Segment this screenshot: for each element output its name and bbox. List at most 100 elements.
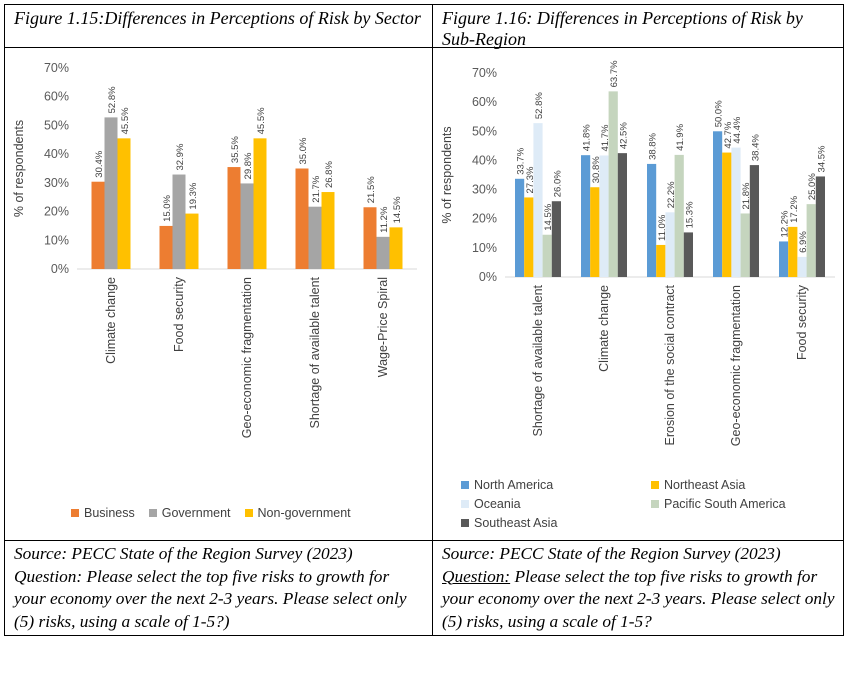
- left-figure-caption: Figure 1.15:Differences in Perceptions o…: [14, 8, 421, 28]
- subregion-chart-legend: North America Northeast Asia Oceania Pacifi…: [433, 475, 841, 532]
- bar-subregion-2-0: [647, 163, 657, 277]
- data-label: 63.7%: [609, 60, 620, 87]
- bar-subregion-3-0: [713, 131, 723, 277]
- data-label: 11.0%: [657, 214, 668, 241]
- y-tick-label: 20%: [472, 212, 497, 226]
- legend-swatch: [461, 480, 469, 489]
- x-category-label: Shortage of available talent: [308, 276, 322, 428]
- bar-subregion-0-0: [515, 178, 525, 277]
- y-tick-label: 30%: [44, 176, 69, 190]
- bar-sector-3-2: [321, 192, 335, 269]
- bar-subregion-4-2: [797, 256, 807, 277]
- left-chart-cell: % of respondents 0% 10% 20% 30% 40% 50% 60% 70% 3…: [4, 47, 433, 541]
- bar-subregion-2-2: [665, 212, 675, 277]
- bar-subregion-3-4: [749, 165, 759, 277]
- left-question-line: Question: Please select the top five ris…: [14, 566, 424, 634]
- legend-label: Business: [84, 506, 135, 520]
- bar-subregion-1-1: [590, 187, 600, 277]
- legend-item: Pacific South America: [651, 494, 841, 513]
- bar-subregion-2-1: [656, 244, 666, 277]
- data-label: 33.7%: [516, 147, 527, 174]
- x-category-label: Geo-economic fragmentation: [240, 277, 254, 438]
- bar-sector-4-1: [376, 236, 390, 269]
- bar-sector-0-1: [104, 117, 118, 269]
- bar-sector-2-0: [227, 167, 241, 269]
- data-label: 38.4%: [750, 134, 761, 161]
- x-category-label: Climate change: [597, 285, 611, 372]
- bar-subregion-2-4: [683, 232, 693, 277]
- right-source-cell: Source: PECC State of the Region Survey …: [432, 540, 844, 636]
- right-chart-cell: % of respondents 0% 10% 20% 30% 40% 50% 60% 70% 3…: [432, 47, 844, 541]
- y-tick-label: 40%: [44, 147, 69, 161]
- data-label: 52.8%: [534, 92, 545, 119]
- legend-item: Government: [148, 505, 231, 521]
- x-category-label: Erosion of the social contract: [663, 284, 677, 445]
- bar-subregion-0-3: [542, 234, 552, 277]
- data-label: 42.7%: [723, 121, 734, 148]
- y-axis-label: % of respondents: [440, 126, 454, 223]
- y-tick-label: 70%: [472, 66, 497, 80]
- legend-label: Non-government: [257, 506, 351, 520]
- legend-swatch: [651, 480, 659, 489]
- data-label: 30.4%: [94, 150, 105, 177]
- bar-sector-2-2: [253, 138, 267, 269]
- data-label: 11.2%: [379, 206, 390, 233]
- legend-swatch: [148, 509, 157, 517]
- bar-sector-3-1: [308, 206, 322, 269]
- y-axis-label: % of respondents: [12, 120, 26, 217]
- bar-subregion-0-4: [551, 201, 561, 277]
- data-label: 21.8%: [741, 182, 752, 209]
- bar-sector-1-2: [185, 213, 199, 269]
- legend-swatch: [244, 509, 253, 517]
- legend-item: Business: [71, 505, 135, 521]
- data-label: 26.0%: [552, 170, 563, 197]
- bar-subregion-2-3: [674, 154, 684, 277]
- bar-subregion-1-4: [617, 153, 627, 277]
- y-tick-label: 10%: [44, 233, 69, 247]
- y-tick-label: 40%: [472, 153, 497, 167]
- y-tick-label: 50%: [472, 124, 497, 138]
- data-label: 41.8%: [582, 124, 593, 151]
- y-tick-label: 60%: [44, 90, 69, 104]
- legend-item: Northeast Asia: [651, 475, 841, 494]
- data-label: 41.7%: [600, 124, 611, 151]
- legend-item: North America: [461, 475, 651, 494]
- right-caption-cell: Figure 1.16: Differences in Perceptions …: [432, 4, 844, 49]
- data-label: 50.0%: [714, 100, 725, 127]
- data-label: 19.3%: [188, 182, 199, 209]
- legend-label: Oceania: [474, 496, 521, 511]
- bar-sector-0-2: [117, 138, 131, 269]
- data-label: 45.5%: [256, 107, 267, 134]
- data-label: 14.5%: [392, 196, 403, 223]
- bar-subregion-3-3: [740, 213, 750, 277]
- legend-swatch: [461, 518, 469, 527]
- sector-risk-chart: % of respondents 0% 10% 20% 30% 40% 50% 60% 70% 3…: [12, 61, 417, 438]
- x-category-label: Shortage of available talent: [531, 284, 545, 436]
- bar-subregion-0-1: [524, 197, 534, 277]
- data-label: 21.7%: [311, 175, 322, 202]
- data-label: 42.5%: [618, 122, 629, 149]
- data-label: 14.5%: [543, 203, 554, 230]
- legend-label: Southeast Asia: [474, 515, 558, 530]
- bar-sector-1-1: [172, 174, 186, 269]
- y-tick-label: 60%: [472, 95, 497, 109]
- y-tick-label: 10%: [472, 241, 497, 255]
- data-label: 44.4%: [732, 116, 743, 143]
- legend-swatch: [461, 499, 469, 508]
- data-label: 35.5%: [230, 136, 241, 163]
- right-question-line: Question: Please select the top five ris…: [442, 566, 835, 634]
- data-label: 34.5%: [816, 145, 827, 172]
- figure-table: Figure 1.15:Differences in Perceptions o…: [4, 4, 844, 636]
- bar-subregion-1-3: [608, 91, 618, 277]
- data-label: 17.2%: [789, 195, 800, 222]
- legend-label: Northeast Asia: [664, 477, 746, 492]
- legend-swatch: [651, 499, 659, 508]
- bar-sector-2-1: [240, 183, 254, 269]
- bar-sector-3-0: [295, 168, 309, 269]
- y-tick-label: 0%: [51, 262, 69, 276]
- bar-subregion-4-3: [806, 204, 816, 277]
- left-question-text: Please select the top five risks to grow…: [14, 566, 407, 631]
- right-source-note: Source: PECC State of the Region Survey …: [433, 541, 843, 635]
- bar-sector-4-2: [389, 227, 403, 269]
- data-label: 35.0%: [298, 137, 309, 164]
